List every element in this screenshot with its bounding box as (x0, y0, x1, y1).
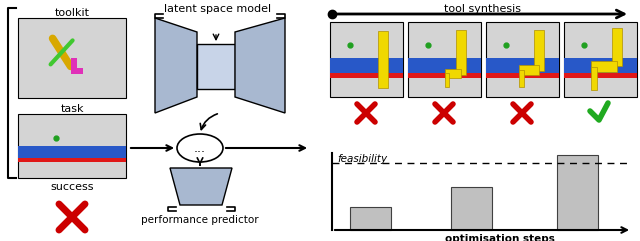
Text: success: success (51, 182, 93, 192)
Polygon shape (170, 168, 232, 205)
Text: task: task (60, 104, 84, 114)
Bar (456, 29, 465, 74)
Text: ...: ... (194, 141, 206, 154)
Bar (18, 114, 126, 178)
Bar (486, 22, 559, 97)
Text: latent space model: latent space model (164, 4, 271, 14)
Bar (591, 61, 616, 72)
Bar (330, 22, 403, 97)
Bar (564, 73, 637, 78)
Bar (408, 58, 481, 74)
Bar (330, 73, 403, 78)
Bar (518, 70, 524, 87)
Bar (518, 65, 538, 74)
Bar (408, 22, 481, 97)
Bar (378, 31, 388, 88)
Polygon shape (235, 18, 285, 113)
Bar (564, 22, 637, 97)
Bar (18, 18, 126, 98)
Bar (445, 73, 449, 87)
Bar (557, 154, 598, 230)
Bar (451, 187, 492, 230)
Bar (612, 28, 621, 66)
Bar (350, 207, 391, 230)
Text: performance predictor: performance predictor (141, 215, 259, 225)
Bar (445, 68, 461, 78)
Polygon shape (70, 58, 83, 74)
Bar (534, 29, 543, 71)
Text: optimisation steps: optimisation steps (445, 234, 555, 241)
Bar (408, 73, 481, 78)
Polygon shape (155, 18, 197, 113)
Text: toolkit: toolkit (54, 8, 90, 18)
Ellipse shape (177, 134, 223, 162)
Bar (486, 73, 559, 78)
Bar (330, 58, 403, 74)
Bar (591, 67, 596, 89)
Bar (197, 44, 235, 89)
Bar (18, 146, 126, 159)
Bar (486, 58, 559, 74)
Bar (18, 158, 126, 162)
Bar (564, 58, 637, 74)
Text: feasibility: feasibility (337, 154, 387, 164)
Text: tool synthesis: tool synthesis (445, 4, 522, 14)
